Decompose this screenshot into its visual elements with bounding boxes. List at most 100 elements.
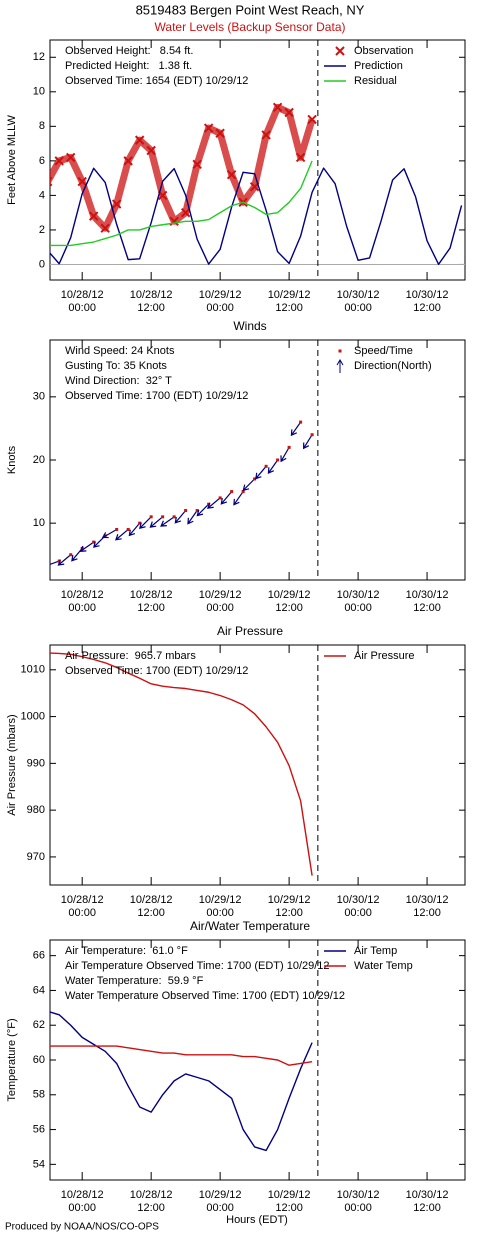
x-tick-label: 10/28/12: [61, 894, 104, 906]
y-tick-label: 62: [33, 1019, 45, 1031]
x-tick-label: 10/30/12: [406, 894, 449, 906]
observation-marker: [88, 211, 99, 221]
x-tick-label: 10/30/12: [406, 589, 449, 601]
legend-label: Direction(North): [354, 360, 432, 372]
wind-arrow: [50, 560, 60, 568]
plot-area: [50, 1011, 313, 1152]
x-tick-label: 12:00: [275, 602, 303, 614]
wind-arrow: [160, 516, 175, 527]
speed-dot: [126, 527, 130, 531]
x-tick-label: 00:00: [344, 602, 372, 614]
wind-arrow: [255, 465, 267, 480]
legend-label: Water Temp: [354, 960, 413, 972]
x-tick-label: 12:00: [413, 302, 441, 314]
wind-arrow: [303, 434, 313, 450]
x-tick-label: 12:00: [137, 907, 165, 919]
y-tick-label: 4: [39, 189, 45, 201]
x-tick-label: 00:00: [68, 907, 96, 919]
x-tick-label: 12:00: [275, 907, 303, 919]
speed-dot: [92, 540, 96, 544]
x-tick-label: 10/29/12: [199, 589, 242, 601]
wind-arrow: [34, 567, 48, 575]
x-tick-label: 10/29/12: [268, 1189, 311, 1201]
wind-arrow: [115, 529, 129, 541]
wind-arrow: [79, 541, 95, 552]
annotation: Observed Time: 1700 (EDT) 10/29/12: [65, 665, 248, 677]
plot-frame: [49, 644, 466, 886]
legend-symbol: [336, 359, 344, 373]
observation-marker: [111, 199, 122, 209]
x-tick-label: 10/28/12: [130, 289, 173, 301]
annotation: Water Temperature: 59.9 °F: [65, 975, 204, 987]
x-tick-label: 10/28/12: [61, 589, 104, 601]
y-tick-label: 8: [39, 120, 45, 132]
x-tick-label: 10/28/12: [61, 289, 104, 301]
observation-marker: [284, 107, 294, 118]
observation-marker: [226, 169, 237, 180]
x-tick-label: 12:00: [413, 907, 441, 919]
chart-title: Air Pressure: [217, 624, 283, 638]
x-tick-label: 10/30/12: [406, 289, 449, 301]
x-tick-label: 12:00: [137, 302, 165, 314]
x-axis-label: Hours (EDT): [226, 1214, 288, 1226]
chart-title: 8519483 Bergen Point West Reach, NY: [136, 2, 365, 17]
speed-dot: [115, 527, 119, 531]
annotation: Wind Direction: 32° T: [65, 375, 172, 387]
x-tick-label: 10/29/12: [199, 1189, 242, 1201]
series-line: [50, 167, 463, 265]
x-tick-label: 10/30/12: [406, 1189, 449, 1201]
speed-dot: [299, 420, 303, 424]
observation-marker: [261, 130, 271, 140]
annotation: Air Pressure: 965.7 mbars: [65, 650, 196, 662]
y-tick-label: 10: [33, 517, 45, 529]
wind-arrow: [57, 554, 72, 566]
wind-arrow: [206, 497, 221, 509]
y-tick-label: 66: [33, 950, 45, 962]
series-line: [50, 160, 313, 247]
annotation: Observed Height: 8.54 ft.: [65, 45, 193, 57]
wind-arrow: [196, 503, 210, 517]
wind-arrow: [220, 491, 233, 505]
annotation: Gusting To: 35 Knots: [65, 360, 167, 372]
y-tick-label: 2: [39, 224, 45, 236]
observation-marker: [180, 207, 191, 218]
plot-area: [50, 102, 463, 265]
speed-dot: [195, 509, 199, 513]
x-tick-label: 12:00: [137, 602, 165, 614]
wind-arrow: [139, 516, 152, 529]
x-tick-label: 00:00: [344, 907, 372, 919]
x-tick-label: 10/28/12: [130, 894, 173, 906]
observation-marker: [215, 128, 225, 138]
speed-dot: [241, 490, 245, 494]
y-tick-label: 1010: [21, 664, 45, 676]
x-tick-label: 00:00: [206, 302, 234, 314]
x-tick-label: 00:00: [206, 907, 234, 919]
observation-marker: [54, 156, 64, 166]
x-tick-label: 12:00: [275, 1202, 303, 1214]
y-axis-label: Air Pressure (mbars): [6, 714, 18, 815]
annotation: Air Temperature: 61.0 °F: [65, 945, 188, 957]
x-tick-label: 10/29/12: [268, 589, 311, 601]
y-tick-label: 54: [33, 1158, 45, 1170]
speed-dot: [218, 496, 222, 500]
y-tick-label: 30: [33, 391, 45, 403]
y-tick-label: 12: [33, 51, 45, 63]
speed-dot: [264, 464, 268, 468]
legend-label: Speed/Time: [354, 345, 413, 357]
annotation: Air Temperature Observed Time: 1700 (EDT…: [65, 960, 330, 972]
series-line: [50, 1011, 313, 1152]
observation-marker: [123, 156, 133, 166]
x-tick-label: 12:00: [275, 302, 303, 314]
speed-dot: [46, 566, 49, 569]
x-tick-label: 00:00: [206, 602, 234, 614]
y-tick-label: 0: [39, 258, 45, 270]
x-tick-label: 10/29/12: [199, 894, 242, 906]
observation-marker: [65, 152, 76, 163]
x-tick-label: 00:00: [344, 302, 372, 314]
observation-marker: [134, 135, 145, 145]
series-line: [50, 1045, 313, 1066]
y-tick-label: 10: [33, 86, 45, 98]
plot-area: [50, 652, 313, 876]
wind-arrow: [149, 516, 164, 528]
wind-arrow: [290, 421, 302, 437]
